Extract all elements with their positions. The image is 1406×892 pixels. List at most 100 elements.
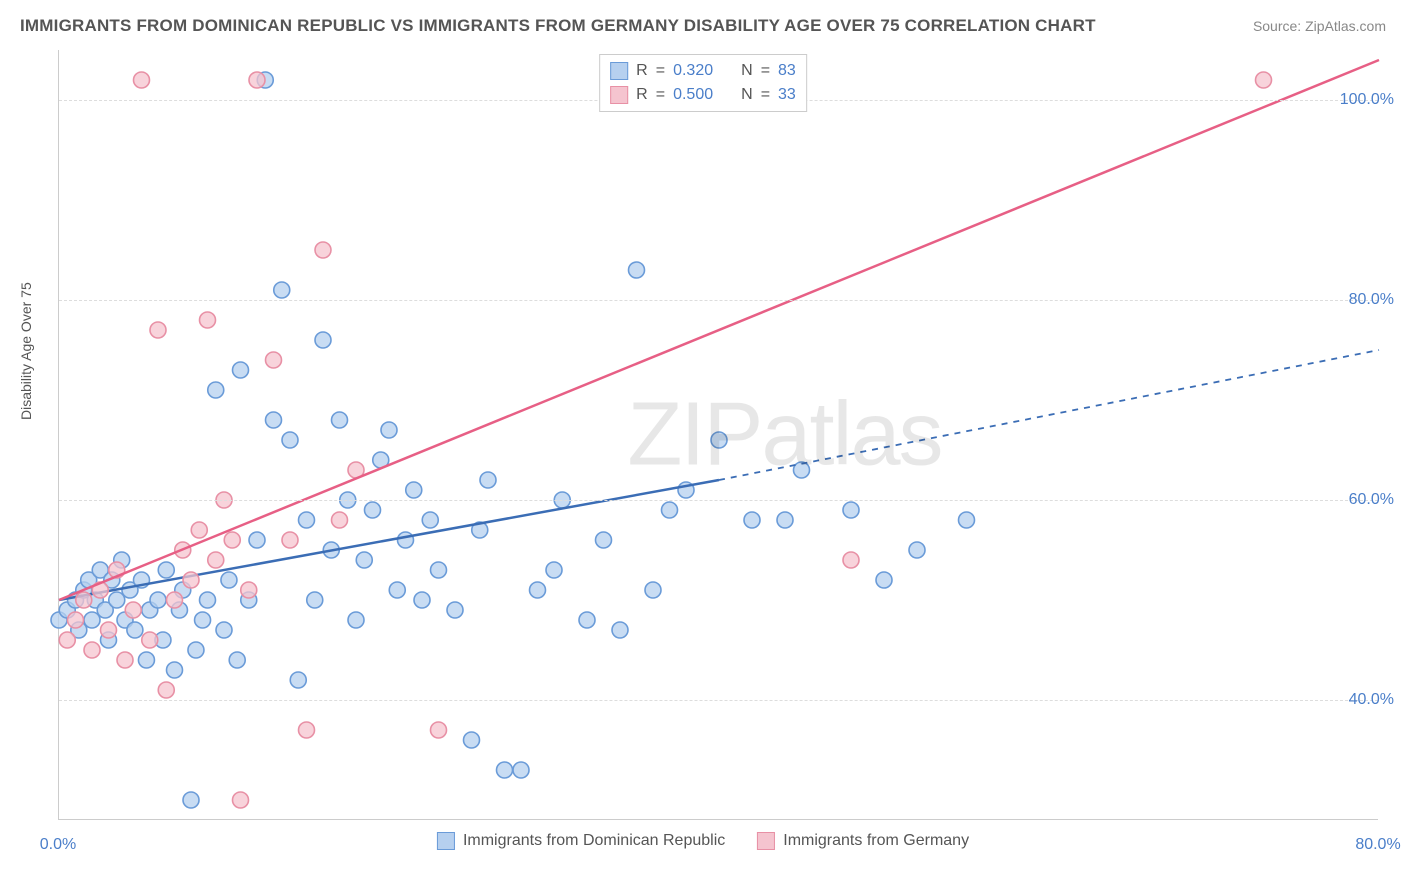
scatter-point bbox=[125, 602, 141, 618]
scatter-point bbox=[959, 512, 975, 528]
scatter-point bbox=[233, 792, 249, 808]
scatter-point bbox=[480, 472, 496, 488]
scatter-point bbox=[315, 242, 331, 258]
trend-line-dashed bbox=[719, 350, 1379, 480]
scatter-point bbox=[299, 512, 315, 528]
y-tick-label: 100.0% bbox=[1340, 91, 1394, 109]
y-tick-label: 80.0% bbox=[1349, 291, 1394, 309]
stat-r-value: 0.500 bbox=[673, 83, 713, 107]
x-tick-label: 80.0% bbox=[1355, 836, 1400, 854]
scatter-point bbox=[200, 312, 216, 328]
stat-r-label: R bbox=[636, 59, 648, 83]
scatter-point bbox=[389, 582, 405, 598]
stats-row: R=0.500N=33 bbox=[610, 83, 796, 107]
scatter-point bbox=[208, 382, 224, 398]
series-legend: Immigrants from Dominican Republic Immigr… bbox=[429, 832, 977, 850]
scatter-point bbox=[195, 612, 211, 628]
scatter-point bbox=[546, 562, 562, 578]
scatter-point bbox=[249, 532, 265, 548]
scatter-point bbox=[406, 482, 422, 498]
trend-line bbox=[59, 60, 1379, 600]
scatter-point bbox=[101, 622, 117, 638]
scatter-point bbox=[381, 422, 397, 438]
scatter-point bbox=[134, 72, 150, 88]
scatter-point bbox=[612, 622, 628, 638]
scatter-point bbox=[188, 642, 204, 658]
legend-swatch bbox=[610, 86, 628, 104]
scatter-point bbox=[414, 592, 430, 608]
legend-label: Immigrants from Germany bbox=[783, 832, 969, 850]
stat-n-label: N bbox=[741, 83, 753, 107]
scatter-point bbox=[744, 512, 760, 528]
scatter-point bbox=[167, 662, 183, 678]
scatter-point bbox=[843, 502, 859, 518]
scatter-point bbox=[513, 762, 529, 778]
stat-eq: = bbox=[761, 59, 770, 83]
scatter-point bbox=[221, 572, 237, 588]
scatter-point bbox=[224, 532, 240, 548]
scatter-point bbox=[315, 332, 331, 348]
plot-area: ZIPatlas bbox=[58, 50, 1378, 820]
scatter-point bbox=[290, 672, 306, 688]
stat-eq: = bbox=[656, 83, 665, 107]
scatter-point bbox=[84, 642, 100, 658]
trend-line bbox=[59, 480, 719, 600]
chart-title: IMMIGRANTS FROM DOMINICAN REPUBLIC VS IM… bbox=[20, 16, 1096, 36]
scatter-point bbox=[142, 632, 158, 648]
scatter-point bbox=[208, 552, 224, 568]
legend-item: Immigrants from Dominican Republic bbox=[437, 832, 725, 850]
legend-swatch bbox=[757, 832, 775, 850]
scatter-point bbox=[645, 582, 661, 598]
scatter-point bbox=[332, 512, 348, 528]
grid-line bbox=[59, 500, 1378, 501]
scatter-point bbox=[59, 632, 75, 648]
grid-line bbox=[59, 700, 1378, 701]
scatter-point bbox=[365, 502, 381, 518]
scatter-point bbox=[274, 282, 290, 298]
scatter-point bbox=[117, 652, 133, 668]
stat-n-value: 83 bbox=[778, 59, 796, 83]
scatter-point bbox=[422, 512, 438, 528]
scatter-point bbox=[843, 552, 859, 568]
scatter-point bbox=[464, 732, 480, 748]
scatter-point bbox=[241, 582, 257, 598]
scatter-point bbox=[233, 362, 249, 378]
scatter-point bbox=[662, 502, 678, 518]
scatter-point bbox=[777, 512, 793, 528]
scatter-point bbox=[158, 562, 174, 578]
scatter-point bbox=[711, 432, 727, 448]
legend-swatch bbox=[437, 832, 455, 850]
scatter-point bbox=[1256, 72, 1272, 88]
scatter-point bbox=[299, 722, 315, 738]
scatter-point bbox=[282, 532, 298, 548]
scatter-point bbox=[282, 432, 298, 448]
scatter-point bbox=[794, 462, 810, 478]
stat-r-value: 0.320 bbox=[673, 59, 713, 83]
y-tick-label: 60.0% bbox=[1349, 491, 1394, 509]
scatter-point bbox=[76, 592, 92, 608]
scatter-point bbox=[266, 352, 282, 368]
scatter-point bbox=[876, 572, 892, 588]
scatter-point bbox=[138, 652, 154, 668]
scatter-point bbox=[216, 622, 232, 638]
scatter-point bbox=[191, 522, 207, 538]
scatter-point bbox=[596, 532, 612, 548]
source-attribution: Source: ZipAtlas.com bbox=[1253, 18, 1386, 34]
scatter-point bbox=[127, 622, 143, 638]
scatter-point bbox=[431, 562, 447, 578]
scatter-point bbox=[447, 602, 463, 618]
scatter-point bbox=[183, 572, 199, 588]
scatter-point bbox=[629, 262, 645, 278]
scatter-point bbox=[68, 612, 84, 628]
scatter-point bbox=[431, 722, 447, 738]
scatter-point bbox=[229, 652, 245, 668]
scatter-point bbox=[266, 412, 282, 428]
scatter-point bbox=[249, 72, 265, 88]
stat-n-label: N bbox=[741, 59, 753, 83]
legend-swatch bbox=[610, 62, 628, 80]
legend-label: Immigrants from Dominican Republic bbox=[463, 832, 725, 850]
scatter-point bbox=[183, 792, 199, 808]
stat-n-value: 33 bbox=[778, 83, 796, 107]
x-tick-label: 0.0% bbox=[40, 836, 76, 854]
title-bar: IMMIGRANTS FROM DOMINICAN REPUBLIC VS IM… bbox=[20, 16, 1386, 36]
